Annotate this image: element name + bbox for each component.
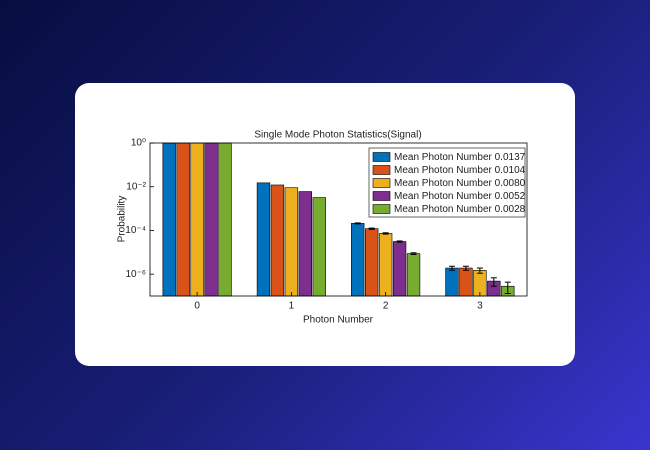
bar xyxy=(406,253,421,297)
x-tick-label: 1 xyxy=(289,301,295,312)
bar xyxy=(445,267,459,297)
y-tick-label: 10⁰ xyxy=(131,138,146,149)
bar xyxy=(162,142,176,297)
legend-swatch xyxy=(372,165,391,175)
legend-swatch xyxy=(372,178,391,188)
legend-label: Mean Photon Number 0.0080 xyxy=(394,178,526,189)
y-axis-label: Probability xyxy=(117,196,128,243)
bar xyxy=(218,142,232,297)
legend-label: Mean Photon Number 0.0137 xyxy=(394,152,526,163)
y-tick-label: 10⁻⁶ xyxy=(125,269,146,280)
legend-swatch xyxy=(372,191,391,201)
y-tick-label: 10⁻⁴ xyxy=(125,225,146,236)
bar xyxy=(392,241,407,297)
chart-title: Single Mode Photon Statistics(Signal) xyxy=(254,130,421,141)
bar xyxy=(312,197,326,297)
legend-swatch xyxy=(372,152,391,162)
legend-label: Mean Photon Number 0.0028 xyxy=(394,204,526,215)
bar xyxy=(351,223,365,297)
y-tick-label: 10⁻² xyxy=(126,181,146,192)
bar xyxy=(298,191,312,297)
x-axis-label: Photon Number xyxy=(303,315,374,326)
bar xyxy=(190,142,204,297)
x-tick-label: 3 xyxy=(477,301,483,312)
bar xyxy=(459,267,473,297)
legend-box xyxy=(368,147,526,218)
bar xyxy=(284,187,299,297)
legend-label: Mean Photon Number 0.0052 xyxy=(394,191,526,202)
bar xyxy=(176,142,190,297)
bar xyxy=(378,233,393,297)
bar xyxy=(256,182,271,297)
x-tick-label: 2 xyxy=(383,301,389,312)
legend-swatch xyxy=(372,204,391,214)
legend-label: Mean Photon Number 0.0104 xyxy=(394,165,526,176)
x-tick-label: 0 xyxy=(194,301,200,312)
bar xyxy=(365,228,379,297)
plot-frame xyxy=(149,142,528,297)
bar xyxy=(270,184,285,297)
bar xyxy=(204,142,218,297)
